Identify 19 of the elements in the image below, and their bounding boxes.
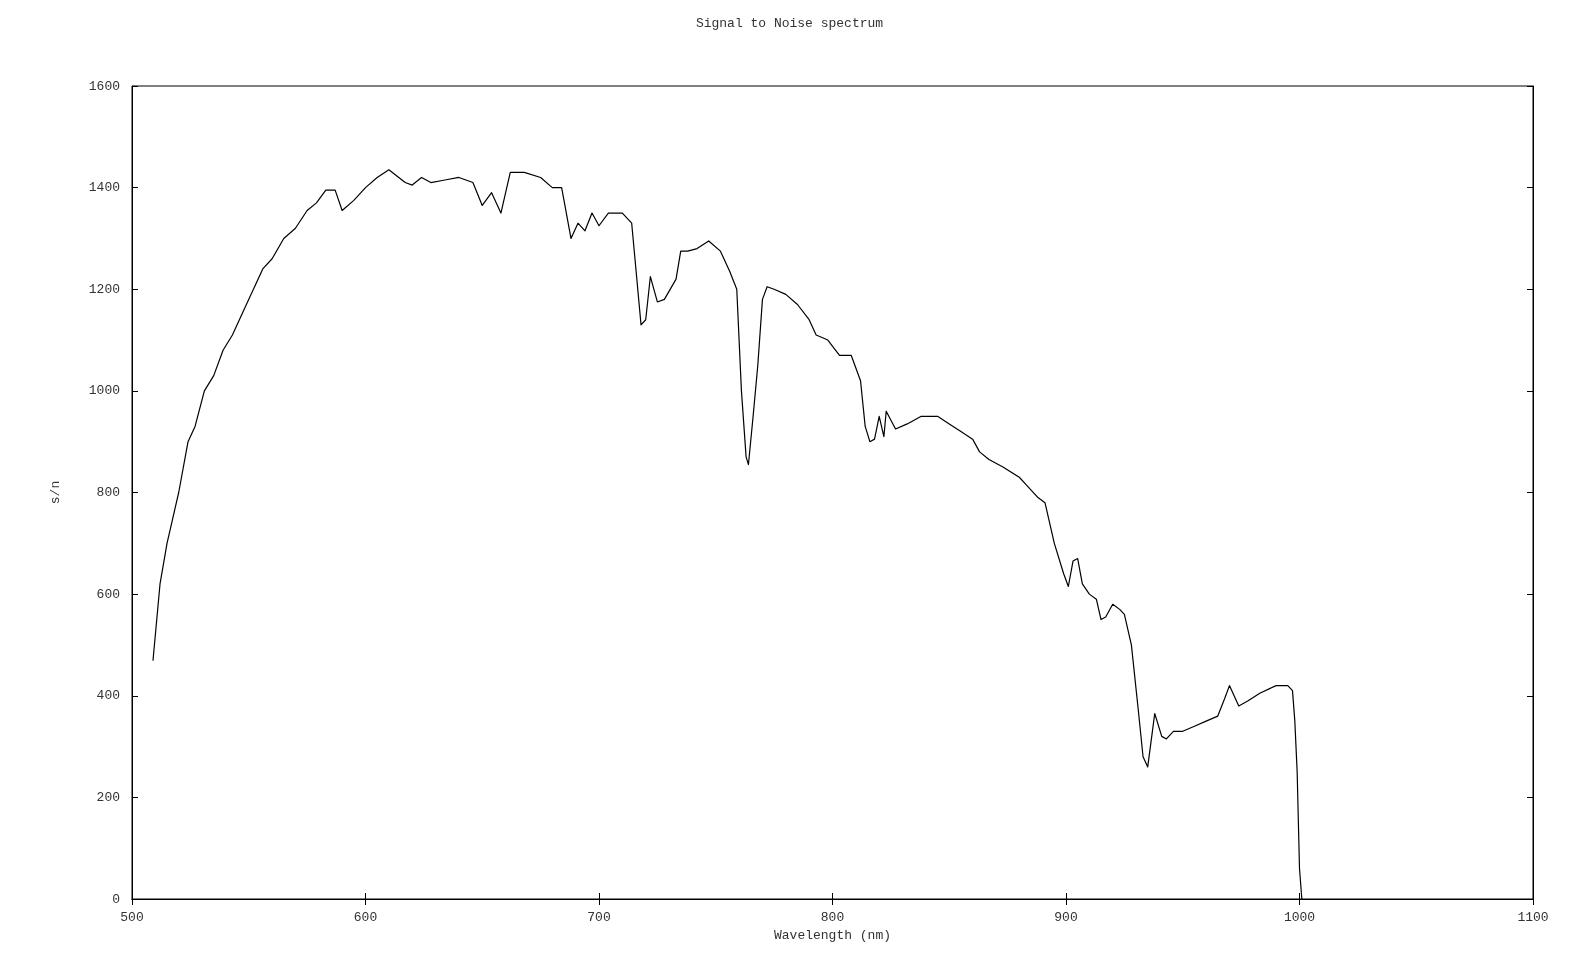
y-tick-label: 1400 xyxy=(88,180,120,196)
x-tick-label: 900 xyxy=(1054,910,1078,925)
x-tick-label: 800 xyxy=(820,910,845,925)
x-tick-label: 1000 xyxy=(1283,910,1316,925)
y-tick-label: 400 xyxy=(96,688,120,704)
x-axis-title: Wavelength (nm) xyxy=(773,928,892,943)
y-tick-label: 200 xyxy=(96,789,120,805)
y-tick-label: 1200 xyxy=(88,281,120,297)
chart-title: Signal to Noise spectrum xyxy=(695,16,884,31)
y-axis-title: s/n xyxy=(48,480,63,505)
y-tick-label: 0 xyxy=(112,891,120,907)
y-tick-label: 600 xyxy=(96,586,120,602)
x-tick-label: 700 xyxy=(587,910,611,925)
y-tick-label: 1600 xyxy=(88,78,120,94)
y-tick-label: 800 xyxy=(96,485,120,500)
x-tick-label: 500 xyxy=(120,910,144,925)
x-tick-label: 1100 xyxy=(1517,910,1549,925)
y-tick-label: 1000 xyxy=(88,383,120,399)
x-tick-label: 600 xyxy=(353,910,378,925)
